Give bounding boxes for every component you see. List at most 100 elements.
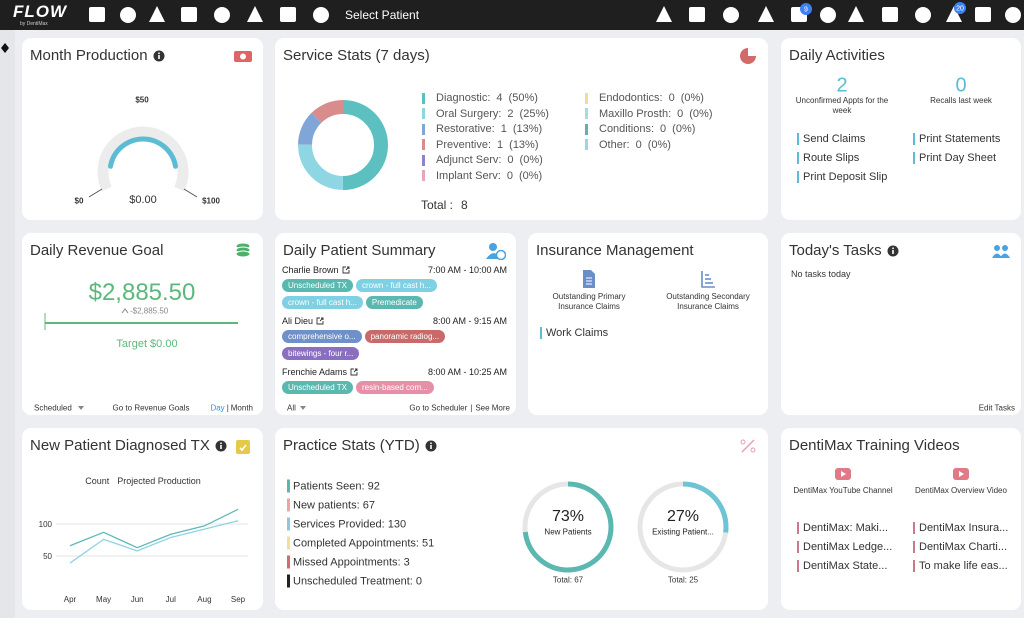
card-icon[interactable] [738, 47, 758, 65]
side-handle[interactable] [0, 30, 15, 70]
x-tick-label: Jul [166, 595, 176, 604]
period-day[interactable]: Day [210, 403, 225, 413]
x-tick-label: Aug [197, 595, 211, 604]
procedure-tag[interactable]: resin-based com... [356, 381, 434, 394]
video-caption[interactable]: DentiMax YouTube Channel [793, 486, 893, 495]
icon-shape [959, 471, 964, 477]
nav-icon[interactable] [915, 7, 931, 23]
card-title-text: Practice Stats (YTD) [283, 437, 420, 454]
select-patient[interactable]: Select Patient [345, 8, 420, 22]
legend-name: Adjunct Serv: [436, 154, 502, 166]
nav-icon[interactable] [758, 6, 774, 22]
legend-entry[interactable]: Projected Production [117, 476, 201, 486]
link[interactable]: Print Deposit Slip [797, 171, 887, 183]
revenue-bar [44, 308, 238, 410]
patient-name[interactable]: Ali Dieu [282, 316, 314, 326]
card-icon[interactable] [486, 242, 506, 260]
claims-label[interactable]: Outstanding Primary Insurance Claims [552, 292, 626, 311]
card-icon[interactable] [738, 437, 758, 455]
procedure-tag[interactable]: Premedicate [365, 296, 423, 309]
procedure-tag[interactable]: Unscheduled TX [282, 279, 353, 292]
edit-tasks-link[interactable]: Edit Tasks [978, 403, 1015, 413]
procedure-tag[interactable]: panoramic radiog... [364, 330, 446, 343]
revenue-goals-link[interactable]: Go to Revenue Goals [112, 403, 190, 413]
nav-icon[interactable] [882, 7, 898, 22]
nav-icon[interactable] [820, 7, 836, 23]
icon-shape [583, 270, 595, 288]
patient-time: 7:00 AM - 10:00 AM [427, 265, 507, 275]
info-icon[interactable] [425, 440, 437, 452]
claims-label[interactable]: Outstanding Secondary Insurance Claims [666, 292, 750, 311]
external-link-icon[interactable] [342, 266, 350, 274]
nav-icon[interactable] [280, 7, 296, 22]
video-link[interactable]: DentiMax: Maki... [797, 522, 888, 534]
scheduler-link[interactable]: Go to Scheduler [409, 403, 468, 413]
link[interactable]: Work Claims [540, 327, 608, 339]
video-link[interactable]: DentiMax Ledge... [797, 541, 892, 553]
legend-entry[interactable]: Count [85, 476, 110, 486]
external-link-icon[interactable] [316, 317, 324, 325]
scope-select[interactable]: Scheduled [34, 403, 72, 413]
video-link[interactable]: DentiMax State... [797, 560, 887, 572]
link[interactable]: Send Claims [797, 133, 865, 145]
series-line [69, 520, 239, 564]
filter-select[interactable]: All [287, 403, 296, 413]
procedure-tag[interactable]: crown - full cast h... [282, 296, 363, 309]
card-icon[interactable] [991, 242, 1011, 260]
nav-icon[interactable] [946, 6, 962, 22]
video-link[interactable]: DentiMax Insura... [913, 522, 1008, 534]
claims-icon[interactable] [700, 269, 716, 289]
card-icon[interactable] [233, 47, 253, 65]
claims-icon[interactable] [581, 269, 597, 289]
nav-icon[interactable] [313, 7, 329, 23]
info-icon[interactable] [215, 440, 227, 452]
card-icon[interactable] [233, 437, 253, 455]
card-title-text: New Patient Diagnosed TX [30, 437, 210, 454]
stat-value[interactable]: 0 [955, 74, 967, 97]
link[interactable]: Print Statements [913, 133, 1000, 145]
card-icon[interactable] [233, 242, 253, 260]
link[interactable]: Route Slips [797, 152, 859, 164]
video-icon[interactable] [952, 467, 970, 481]
link[interactable]: Print Day Sheet [913, 152, 996, 164]
legend-count: 1 [497, 138, 504, 151]
procedure-tag[interactable]: comprehensive o... [282, 330, 362, 343]
nav-icon[interactable] [848, 6, 864, 22]
nav-icon[interactable] [149, 6, 165, 22]
period-month[interactable]: Month [230, 403, 253, 413]
stat-swatch [287, 517, 290, 531]
nav-icon[interactable] [247, 6, 263, 22]
procedure-tag[interactable]: Unscheduled TX [282, 381, 353, 394]
info-dot [219, 441, 222, 444]
patient-row: Ali Dieu 8:00 AM - 9:15 AM [282, 315, 507, 327]
legend-percent: (0%) [689, 107, 713, 120]
stat-value[interactable]: 2 [836, 74, 848, 97]
external-link-icon[interactable] [350, 368, 358, 376]
info-dot [429, 441, 432, 444]
info-icon[interactable] [887, 245, 899, 257]
nav-icon[interactable] [656, 6, 672, 22]
see-more-link[interactable]: See More [475, 403, 510, 413]
nav-icon[interactable] [689, 7, 705, 22]
stat-item: Services Provided: 130 [287, 517, 406, 531]
nav-icon[interactable] [723, 7, 739, 23]
legend-count: 0 [677, 107, 684, 120]
nav-icon[interactable] [89, 7, 105, 22]
nav-icon[interactable] [214, 7, 230, 23]
video-icon[interactable] [834, 467, 852, 481]
gauge-label: $100 [202, 196, 220, 206]
nav-icon[interactable] [181, 7, 197, 22]
procedure-tag[interactable]: bitewings - four r... [282, 347, 360, 360]
nav-icon[interactable] [120, 7, 136, 23]
nav-icon[interactable] [1005, 7, 1021, 23]
video-link[interactable]: To make life eas... [913, 560, 1008, 572]
video-link[interactable]: DentiMax Charti... [913, 541, 1007, 553]
patient-name[interactable]: Charlie Brown [282, 265, 339, 275]
procedure-tag[interactable]: crown - full cast h... [356, 279, 437, 292]
ring-name: New Patients [544, 527, 592, 537]
video-caption[interactable]: DentiMax Overview Video [915, 486, 1007, 495]
patient-name[interactable]: Frenchie Adams [282, 367, 348, 377]
info-icon[interactable] [153, 50, 165, 62]
todays-tasks-card: Today's Tasks No tasks today Edit Tasks [781, 233, 1021, 415]
nav-icon[interactable] [975, 7, 991, 22]
